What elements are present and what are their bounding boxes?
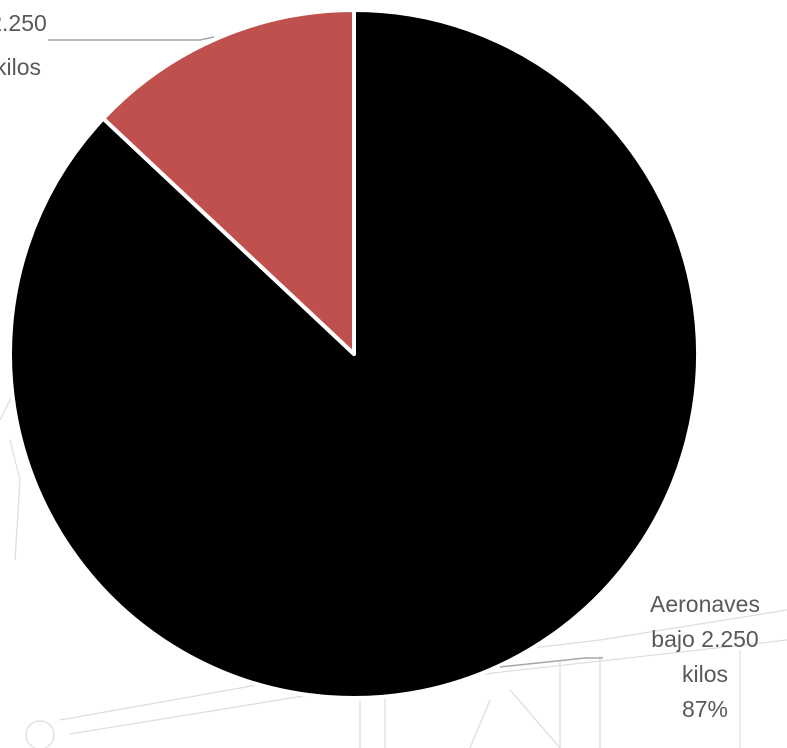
- slice-label-1: 2.250 kilos: [0, 10, 47, 80]
- slice-label-line: Aeronaves: [650, 591, 760, 617]
- slice-label-line: 2.250: [0, 10, 47, 36]
- pie-slice-1: [101, 8, 356, 356]
- leader-line-0: [499, 657, 603, 668]
- slice-label-line: bajo 2.250: [651, 626, 758, 652]
- slice-label-0: Aeronaves bajo 2.250 kilos 87%: [650, 591, 760, 722]
- leader-line-1: [48, 36, 215, 41]
- slice-label-line: 87%: [682, 696, 728, 722]
- pie-slices: [8, 8, 700, 700]
- leader-lines: [48, 36, 603, 668]
- slice-label-line: kilos: [682, 661, 728, 687]
- slice-label-line: kilos: [0, 54, 41, 80]
- slice-labels: Aeronaves bajo 2.250 kilos 87% 2.250 kilos: [0, 10, 760, 722]
